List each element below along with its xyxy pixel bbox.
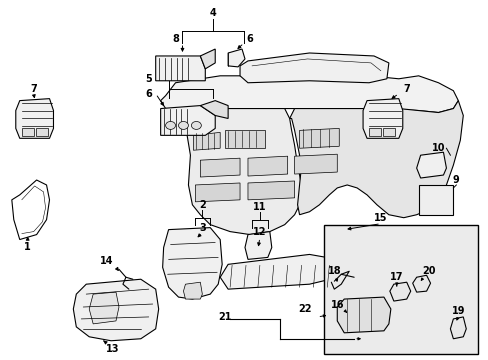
- Polygon shape: [247, 156, 287, 176]
- Polygon shape: [240, 53, 388, 83]
- Polygon shape: [220, 255, 350, 289]
- Text: 10: 10: [431, 143, 445, 153]
- Polygon shape: [368, 129, 380, 136]
- Polygon shape: [155, 56, 205, 81]
- Polygon shape: [183, 282, 202, 299]
- Text: 3: 3: [199, 222, 205, 233]
- Polygon shape: [299, 129, 339, 148]
- Polygon shape: [412, 275, 429, 292]
- Polygon shape: [36, 129, 47, 136]
- Text: 8: 8: [172, 34, 179, 44]
- Polygon shape: [294, 154, 337, 174]
- Ellipse shape: [165, 121, 175, 129]
- Polygon shape: [449, 317, 466, 339]
- Polygon shape: [193, 132, 220, 150]
- Polygon shape: [247, 181, 294, 200]
- Polygon shape: [362, 99, 402, 138]
- Polygon shape: [339, 311, 352, 324]
- Polygon shape: [89, 292, 119, 324]
- Polygon shape: [337, 297, 390, 333]
- Polygon shape: [161, 76, 457, 113]
- Ellipse shape: [191, 121, 201, 129]
- Polygon shape: [200, 158, 240, 177]
- Polygon shape: [416, 152, 446, 178]
- Text: 13: 13: [106, 344, 120, 354]
- Text: 18: 18: [327, 266, 341, 276]
- Text: 17: 17: [389, 272, 403, 282]
- Text: 6: 6: [145, 89, 152, 99]
- Text: 5: 5: [145, 74, 152, 84]
- Text: 11: 11: [253, 202, 266, 212]
- Text: 2: 2: [199, 200, 205, 210]
- Polygon shape: [382, 129, 394, 136]
- Polygon shape: [200, 100, 228, 118]
- Polygon shape: [195, 183, 240, 202]
- Text: 7: 7: [403, 84, 409, 94]
- Polygon shape: [73, 279, 158, 341]
- Ellipse shape: [178, 121, 188, 129]
- Text: 19: 19: [450, 306, 464, 316]
- Text: 4: 4: [209, 8, 216, 18]
- Polygon shape: [418, 185, 452, 215]
- Text: 15: 15: [373, 213, 387, 223]
- Bar: [324, 225, 477, 354]
- Text: 14: 14: [100, 256, 114, 266]
- Polygon shape: [16, 99, 53, 138]
- Polygon shape: [21, 129, 34, 136]
- Text: 22: 22: [297, 304, 311, 314]
- Polygon shape: [165, 109, 301, 235]
- Text: 12: 12: [253, 226, 266, 237]
- Polygon shape: [161, 105, 215, 135]
- Polygon shape: [289, 100, 462, 218]
- Text: 16: 16: [330, 300, 344, 310]
- Text: 7: 7: [30, 84, 37, 94]
- Text: 21: 21: [218, 312, 231, 322]
- Polygon shape: [224, 130, 264, 148]
- Polygon shape: [228, 49, 244, 67]
- Text: 1: 1: [24, 243, 31, 252]
- Polygon shape: [163, 228, 222, 299]
- Text: 6: 6: [246, 34, 253, 44]
- Polygon shape: [389, 282, 410, 301]
- Text: 9: 9: [452, 175, 459, 185]
- Text: 20: 20: [421, 266, 434, 276]
- Polygon shape: [200, 49, 215, 69]
- Polygon shape: [244, 231, 271, 260]
